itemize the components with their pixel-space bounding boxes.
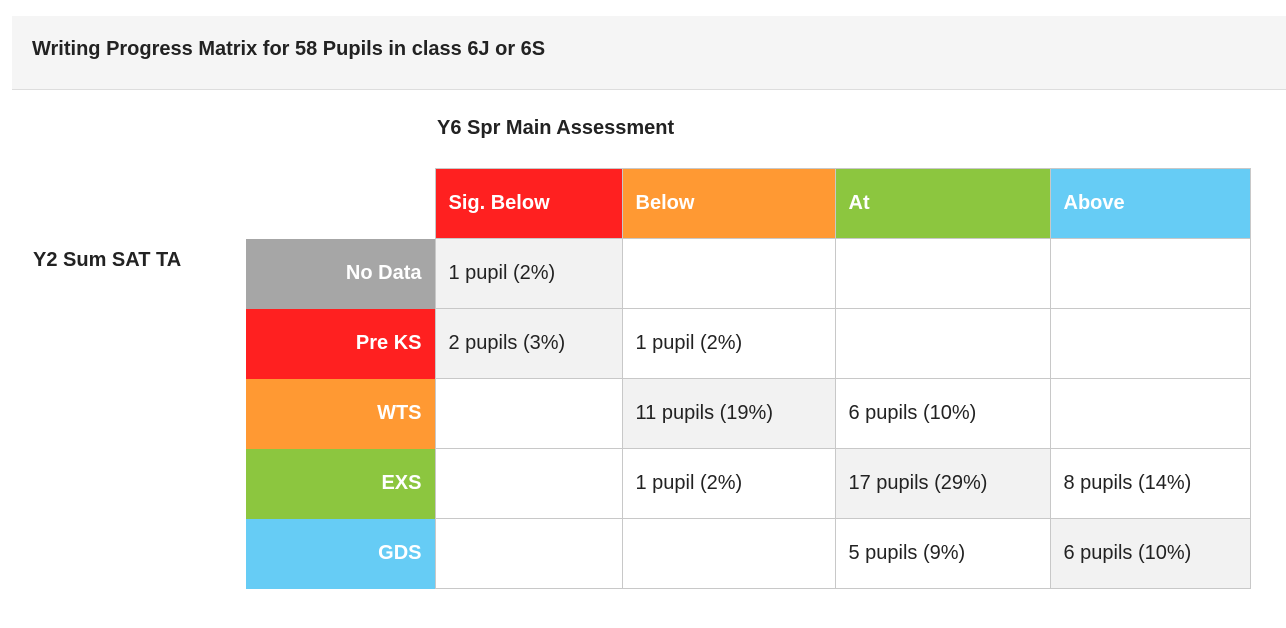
matrix-cell: 1 pupil (2%) — [434, 238, 623, 309]
matrix-row-gds: GDS 5 pupils (9%) 6 pupils (10%) — [246, 518, 1251, 589]
matrix-cell: 1 pupil (2%) — [621, 448, 836, 519]
matrix-cell: 5 pupils (9%) — [834, 518, 1051, 589]
matrix-cell — [434, 448, 623, 519]
matrix-corner — [246, 169, 435, 239]
matrix-cell — [621, 518, 836, 589]
matrix-row-exs: EXS 1 pupil (2%) 17 pupils (29%) 8 pupil… — [246, 448, 1251, 519]
matrix-row-no-data: No Data 1 pupil (2%) — [246, 238, 1251, 309]
matrix-cell — [621, 238, 836, 309]
matrix-cell — [434, 518, 623, 589]
matrix-cell: 6 pupils (10%) — [834, 378, 1051, 449]
matrix-cell: 17 pupils (29%) — [834, 448, 1051, 519]
matrix-cell: 2 pupils (3%) — [434, 308, 623, 379]
row-axis-label: Y2 Sum SAT TA — [33, 249, 182, 271]
matrix-cell: 11 pupils (19%) — [621, 378, 836, 449]
row-header-exs: EXS — [246, 448, 435, 519]
matrix-cell — [834, 308, 1051, 379]
column-header-below: Below — [621, 168, 836, 239]
row-header-no-data: No Data — [246, 238, 435, 309]
page-title: Writing Progress Matrix for 58 Pupils in… — [32, 38, 546, 60]
matrix-cell — [1049, 238, 1251, 309]
matrix-header-row: Sig. Below Below At Above — [246, 168, 1251, 239]
column-header-above: Above — [1049, 168, 1251, 239]
column-header-at: At — [834, 168, 1051, 239]
column-header-sig-below: Sig. Below — [434, 168, 623, 239]
matrix-cell: 8 pupils (14%) — [1049, 448, 1251, 519]
progress-matrix: Sig. Below Below At Above No Data 1 pupi… — [246, 168, 1251, 589]
header-bar: Writing Progress Matrix for 58 Pupils in… — [12, 16, 1286, 90]
column-axis-label: Y6 Spr Main Assessment — [437, 117, 675, 139]
matrix-row-wts: WTS 11 pupils (19%) 6 pupils (10%) — [246, 378, 1251, 449]
matrix-cell: 6 pupils (10%) — [1049, 518, 1251, 589]
row-header-gds: GDS — [246, 518, 435, 589]
row-header-wts: WTS — [246, 378, 435, 449]
matrix-row-pre-ks: Pre KS 2 pupils (3%) 1 pupil (2%) — [246, 308, 1251, 379]
matrix-cell — [434, 378, 623, 449]
matrix-cell — [1049, 378, 1251, 449]
matrix-cell: 1 pupil (2%) — [621, 308, 836, 379]
matrix-cell — [834, 238, 1051, 309]
matrix-cell — [1049, 308, 1251, 379]
row-header-pre-ks: Pre KS — [246, 308, 435, 379]
